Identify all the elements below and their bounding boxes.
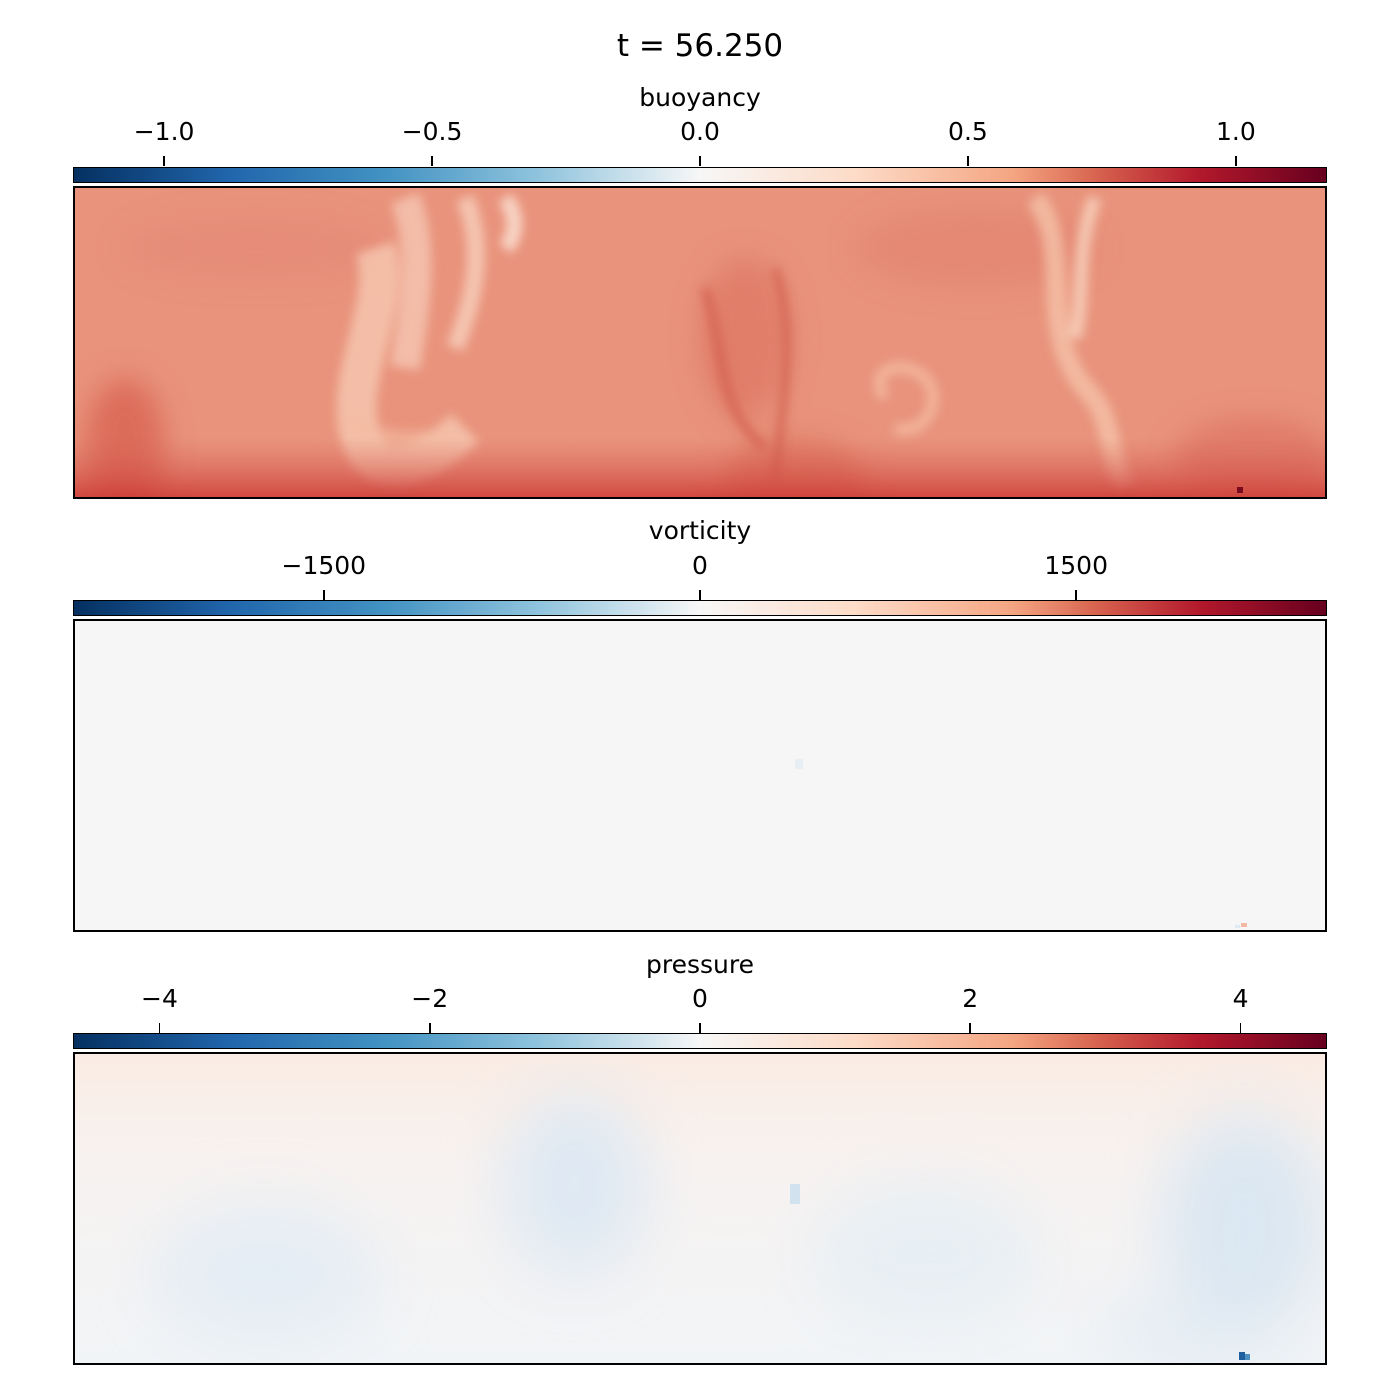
pressure-colorbar (73, 1033, 1327, 1049)
colorbar-tick-mark (967, 156, 969, 166)
colorbar-tick-label: −1.0 (133, 117, 195, 146)
vorticity-colorbar-ticks: −1500 0 1500 (0, 549, 1400, 609)
colorbar-tick-mark (1075, 590, 1077, 600)
colorbar-tick-mark (969, 1023, 972, 1033)
vorticity-colorbar-label: vorticity (648, 516, 752, 545)
buoyancy-field-image (75, 188, 1325, 497)
colorbar-tick-mark (323, 590, 325, 600)
colorbar-tick-label: 1500 (1044, 551, 1108, 580)
vorticity-field (73, 619, 1327, 932)
buoyancy-field (73, 186, 1327, 499)
buoyancy-colorbar (73, 167, 1327, 183)
vorticity-field-image (75, 621, 1325, 930)
vorticity-colorbar (73, 600, 1327, 616)
colorbar-tick-label: −1500 (281, 551, 367, 580)
colorbar-tick-label: −0.5 (401, 117, 463, 146)
pressure-field (73, 1052, 1327, 1365)
pressure-colorbar-ticks: −4 −2 0 2 4 (0, 982, 1400, 1042)
colorbar-tick-label: 2 (962, 984, 979, 1013)
pressure-colorbar-label: pressure (646, 950, 754, 979)
buoyancy-colorbar-ticks: −1.0 −0.5 0.0 0.5 1.0 (0, 115, 1400, 175)
colorbar-tick-mark (699, 156, 701, 166)
colorbar-tick-mark (158, 1023, 161, 1033)
colorbar-tick-label: 0 (692, 551, 708, 580)
colorbar-tick-mark (1235, 156, 1237, 166)
figure-title: t = 56.250 (616, 28, 784, 64)
colorbar-tick-mark (428, 1023, 431, 1033)
colorbar-tick-label: 0 (692, 984, 708, 1013)
colorbar-tick-mark (1239, 1023, 1242, 1033)
colorbar-tick-mark (699, 590, 701, 600)
colorbar-tick-mark (699, 1023, 701, 1033)
colorbar-tick-label: 0.5 (948, 117, 988, 146)
colorbar-tick-label: −2 (411, 984, 449, 1013)
buoyancy-colorbar-label: buoyancy (639, 83, 761, 112)
pressure-field-image (75, 1054, 1325, 1363)
colorbar-tick-label: 1.0 (1216, 117, 1256, 146)
colorbar-tick-mark (431, 156, 433, 166)
colorbar-tick-mark (163, 156, 165, 166)
colorbar-tick-label: 4 (1232, 984, 1249, 1013)
colorbar-tick-label: −4 (141, 984, 178, 1013)
colorbar-tick-label: 0.0 (680, 117, 720, 146)
